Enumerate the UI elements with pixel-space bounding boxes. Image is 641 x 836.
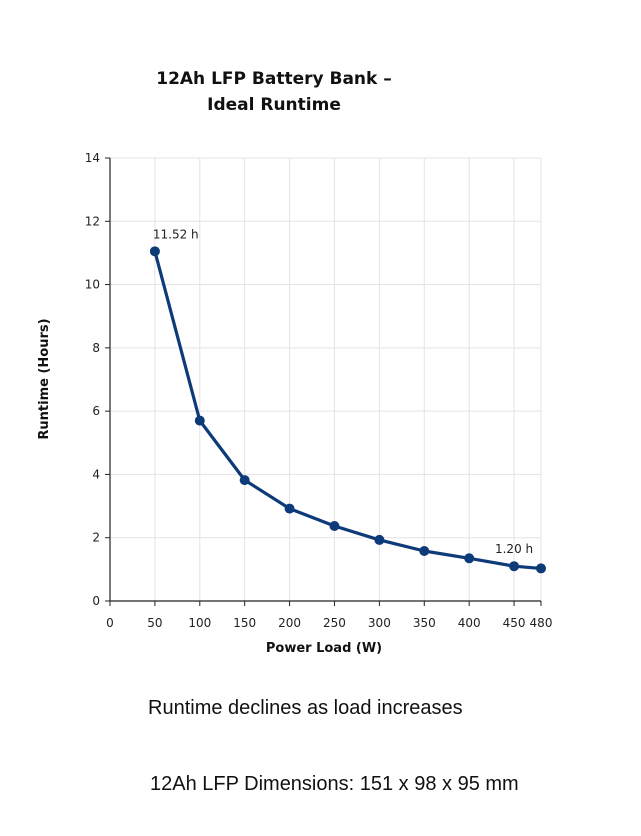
- chart-title: 12Ah LFP Battery Bank – Ideal Runtime: [0, 66, 548, 118]
- x-tick-label: 400: [458, 616, 481, 630]
- x-tick-label: 450: [503, 616, 526, 630]
- y-axis-label: Runtime (Hours): [37, 318, 52, 439]
- data-point: [239, 475, 250, 486]
- y-tick-label: 10: [85, 278, 100, 292]
- y-tick-label: 8: [92, 341, 100, 355]
- x-tick-label: 100: [188, 616, 211, 630]
- runtime-series-line: [153, 249, 543, 571]
- y-tick-label: 12: [85, 214, 100, 228]
- axes-layer: [105, 157, 542, 606]
- data-point: [149, 246, 160, 257]
- labels-layer: 0 50 100 150 200 250 300 350 400 450 480 0 2 4 6 8 10 12 1…: [85, 151, 553, 630]
- y-tick-label: 4: [92, 467, 100, 481]
- x-tick-label: 300: [368, 616, 391, 630]
- x-tick-label: 480: [530, 616, 553, 630]
- x-tick-label: 200: [278, 616, 301, 630]
- y-tick-label: 0: [92, 594, 100, 608]
- data-point: [194, 415, 205, 426]
- data-point: [536, 563, 546, 574]
- y-tick-label: 2: [92, 531, 100, 545]
- y-tick-label: 6: [92, 404, 100, 418]
- data-label: 1.20 h: [495, 542, 533, 556]
- x-tick-label: 0: [106, 616, 114, 630]
- x-tick-label: 150: [233, 616, 256, 630]
- data-point: [509, 561, 520, 572]
- chart-title-line-2: Ideal Runtime: [207, 95, 341, 115]
- series-layer: [149, 246, 546, 574]
- data-point: [419, 546, 430, 557]
- data-label: 11.52 h: [153, 227, 199, 241]
- x-tick-label: 250: [323, 616, 346, 630]
- x-axis-label: Power Load (W): [266, 641, 382, 656]
- data-point: [464, 553, 475, 564]
- runtime-line-chart: 0 50 100 150 200 250 300 350 400 450 480 0 2 4 6 8 10 12 1…: [37, 151, 553, 656]
- x-tick-label: 50: [147, 616, 162, 630]
- data-point: [329, 521, 340, 532]
- grid-layer: [110, 157, 542, 601]
- trend-caption: Runtime declines as load increases: [148, 697, 463, 719]
- data-point: [374, 534, 385, 545]
- y-tick-label: 14: [85, 151, 100, 165]
- x-tick-label: 350: [413, 616, 436, 630]
- chart-title-line-1: 12Ah LFP Battery Bank –: [156, 69, 392, 89]
- data-point: [284, 503, 295, 514]
- dimensions-caption: 12Ah LFP Dimensions: 151 x 98 x 95 mm: [150, 773, 519, 795]
